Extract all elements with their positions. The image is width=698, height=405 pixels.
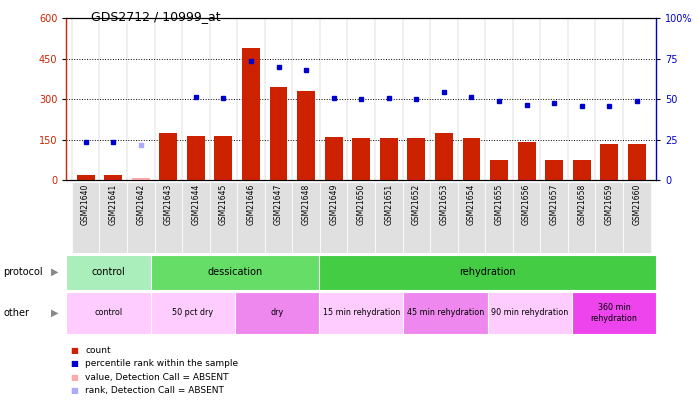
Bar	[485, 182, 513, 253]
Bar	[159, 133, 177, 180]
Bar	[66, 255, 151, 290]
Text: dessication: dessication	[207, 267, 262, 277]
Text: ▶: ▶	[51, 308, 58, 318]
Bar	[72, 182, 99, 253]
Bar	[488, 292, 572, 334]
Text: GSM21645: GSM21645	[219, 183, 228, 225]
Text: GSM21658: GSM21658	[577, 183, 586, 225]
Bar	[463, 139, 480, 180]
Bar	[154, 182, 182, 253]
Bar	[187, 136, 205, 180]
Text: value, Detection Call = ABSENT: value, Detection Call = ABSENT	[85, 373, 229, 382]
Bar	[319, 255, 656, 290]
Bar	[403, 182, 430, 253]
Bar	[348, 182, 375, 253]
Text: GSM21650: GSM21650	[357, 183, 366, 225]
Bar	[292, 182, 320, 253]
Text: GSM21642: GSM21642	[136, 183, 145, 225]
Text: ■: ■	[70, 386, 77, 395]
Text: GSM21647: GSM21647	[274, 183, 283, 225]
Text: ■: ■	[70, 359, 77, 368]
Text: ▶: ▶	[51, 267, 58, 277]
Text: GSM21654: GSM21654	[467, 183, 476, 225]
Text: other: other	[3, 308, 29, 318]
Text: control: control	[94, 308, 123, 318]
Bar	[151, 255, 319, 290]
Text: GSM21653: GSM21653	[440, 183, 448, 225]
Text: protocol: protocol	[3, 267, 43, 277]
Bar	[209, 182, 237, 253]
Bar	[265, 182, 292, 253]
Bar	[408, 139, 425, 180]
Bar	[151, 292, 235, 334]
Bar	[235, 292, 319, 334]
Bar	[490, 160, 508, 180]
Bar	[540, 182, 568, 253]
Text: dry: dry	[270, 308, 283, 318]
Bar	[518, 143, 535, 180]
Text: 50 pct dry: 50 pct dry	[172, 308, 214, 318]
Text: GSM21640: GSM21640	[81, 183, 90, 225]
Text: GSM21648: GSM21648	[302, 183, 311, 225]
Bar	[77, 175, 94, 180]
Bar	[545, 160, 563, 180]
Text: GSM21655: GSM21655	[494, 183, 503, 225]
Text: 45 min rehydration: 45 min rehydration	[407, 308, 484, 318]
Bar	[352, 139, 370, 180]
Bar	[132, 178, 149, 180]
Bar	[320, 182, 348, 253]
Bar	[380, 139, 398, 180]
Bar	[242, 48, 260, 180]
Bar	[66, 292, 151, 334]
Text: GSM21643: GSM21643	[164, 183, 173, 225]
Bar	[600, 144, 618, 180]
Bar	[237, 182, 265, 253]
Bar	[623, 182, 651, 253]
Bar	[573, 160, 591, 180]
Bar	[99, 182, 127, 253]
Text: 360 min
rehydration: 360 min rehydration	[591, 303, 637, 322]
Bar	[375, 182, 403, 253]
Text: GSM21649: GSM21649	[329, 183, 338, 225]
Bar	[628, 144, 646, 180]
Text: GSM21657: GSM21657	[549, 183, 558, 225]
Text: GDS2712 / 10999_at: GDS2712 / 10999_at	[91, 10, 221, 23]
Text: rank, Detection Call = ABSENT: rank, Detection Call = ABSENT	[85, 386, 224, 395]
Bar	[458, 182, 485, 253]
Text: GSM21651: GSM21651	[385, 183, 393, 225]
Text: percentile rank within the sample: percentile rank within the sample	[85, 359, 238, 368]
Bar	[297, 91, 315, 180]
Text: GSM21659: GSM21659	[604, 183, 614, 225]
Text: ■: ■	[70, 373, 77, 382]
Bar	[127, 182, 154, 253]
Text: GSM21660: GSM21660	[632, 183, 641, 225]
Text: GSM21652: GSM21652	[412, 183, 421, 225]
Bar	[568, 182, 595, 253]
Bar	[214, 136, 232, 180]
Text: 90 min rehydration: 90 min rehydration	[491, 308, 568, 318]
Bar	[269, 87, 288, 180]
Bar	[572, 292, 656, 334]
Text: rehydration: rehydration	[459, 267, 516, 277]
Text: GSM21656: GSM21656	[522, 183, 531, 225]
Text: GSM21646: GSM21646	[246, 183, 255, 225]
Bar	[319, 292, 403, 334]
Text: control: control	[91, 267, 126, 277]
Bar	[325, 137, 343, 180]
Bar	[435, 133, 453, 180]
Text: ■: ■	[70, 346, 77, 355]
Bar	[403, 292, 488, 334]
Bar	[595, 182, 623, 253]
Bar	[513, 182, 540, 253]
Bar	[104, 175, 122, 180]
Bar	[182, 182, 209, 253]
Text: GSM21644: GSM21644	[191, 183, 200, 225]
Text: count: count	[85, 346, 111, 355]
Text: 15 min rehydration: 15 min rehydration	[322, 308, 400, 318]
Text: GSM21641: GSM21641	[109, 183, 118, 225]
Bar	[430, 182, 458, 253]
